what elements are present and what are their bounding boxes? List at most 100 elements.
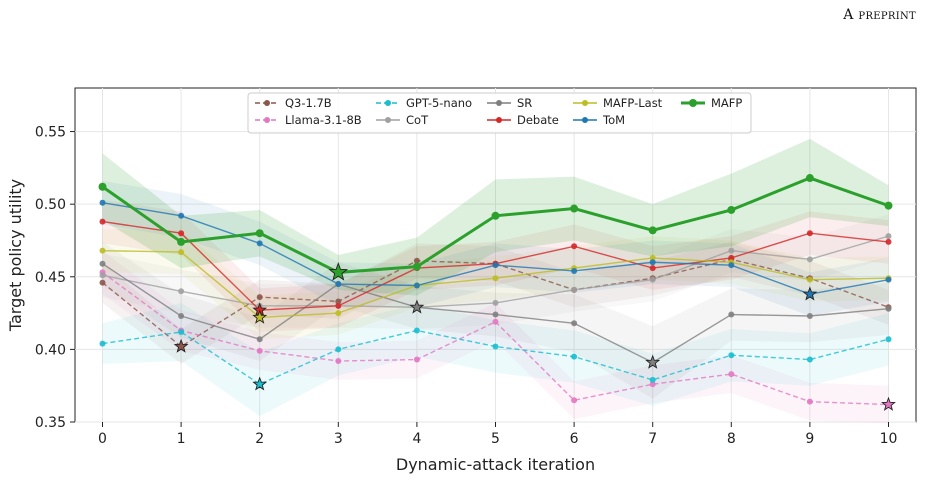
x-axis-ticks: 0 1 2 3 4 5 6 7 8 9 10 <box>98 422 897 447</box>
point-q3-1-7b <box>335 298 342 305</box>
legend-label-cot: CoT <box>406 113 429 127</box>
legend-label-tom: ToM <box>602 113 625 127</box>
point-tom <box>885 276 892 283</box>
point-debate <box>728 254 735 261</box>
legend-marker-mafp-last <box>582 100 588 106</box>
point-llama-3-1-8b <box>571 397 578 404</box>
point-mafp <box>727 205 736 214</box>
point-sr <box>492 311 499 318</box>
point-mafp-last <box>649 254 656 261</box>
point-llama-3-1-8b <box>649 381 656 388</box>
legend-marker-tom <box>582 117 588 123</box>
legend-marker-llama-3-1-8b <box>264 117 270 123</box>
legend-marker-mafp <box>689 99 697 107</box>
point-gpt-5-nano <box>885 336 892 343</box>
point-tom <box>649 259 656 266</box>
point-cot <box>649 276 656 283</box>
point-gpt-5-nano <box>728 352 735 359</box>
point-tom <box>492 262 499 269</box>
y-tick-label: 0.45 <box>35 270 66 286</box>
point-cot <box>571 286 578 293</box>
y-axis-ticks: 0.35 0.40 0.45 0.50 0.55 <box>35 125 75 431</box>
x-tick-label: 9 <box>805 431 814 447</box>
star-mafp <box>328 262 349 281</box>
point-debate <box>806 230 813 237</box>
legend-marker-q3-1-7b <box>264 100 270 106</box>
star-gpt-5-nano <box>252 376 268 391</box>
point-mafp <box>884 201 893 210</box>
point-gpt-5-nano <box>99 340 106 347</box>
point-gpt-5-nano <box>571 353 578 360</box>
legend-marker-gpt-5-nano <box>385 100 391 106</box>
x-tick-label: 1 <box>177 431 186 447</box>
point-llama-3-1-8b <box>492 318 499 325</box>
band-llama-3-1-8b <box>102 250 889 424</box>
x-tick-label: 0 <box>98 431 107 447</box>
point-mafp <box>177 237 186 246</box>
band-cot <box>102 214 889 330</box>
point-mafp-last <box>806 276 813 283</box>
point-debate <box>335 302 342 309</box>
point-llama-3-1-8b <box>335 358 342 365</box>
legend-marker-sr <box>496 100 502 106</box>
point-mafp-last <box>99 247 106 254</box>
star-sr <box>645 354 661 369</box>
y-tick-label: 0.35 <box>35 415 66 431</box>
star-llama-3-1-8b <box>881 396 896 411</box>
point-sr <box>728 311 735 318</box>
y-tick-label: 0.40 <box>35 342 66 358</box>
point-gpt-5-nano <box>178 328 185 335</box>
point-tom <box>571 267 578 274</box>
point-llama-3-1-8b <box>256 347 263 354</box>
point-llama-3-1-8b <box>806 398 813 405</box>
star-markers <box>173 262 896 411</box>
point-sr <box>571 320 578 327</box>
point-cot <box>806 256 813 263</box>
x-tick-label: 5 <box>491 431 500 447</box>
point-llama-3-1-8b <box>728 371 735 378</box>
point-tom <box>728 262 735 269</box>
legend-label-debate: Debate <box>517 113 559 127</box>
x-tick-label: 4 <box>412 431 421 447</box>
y-tick-label: 0.55 <box>35 125 66 141</box>
legend-box <box>247 92 752 134</box>
legend-marker-cot <box>385 117 391 123</box>
legend-label-sr: SR <box>517 96 532 110</box>
line-q3-1-7b <box>102 258 889 348</box>
y-axis-label: Target policy utility <box>6 179 25 332</box>
x-tick-label: 3 <box>334 431 343 447</box>
star-sr <box>409 299 425 314</box>
y-tick-label: 0.50 <box>35 197 66 213</box>
point-debate <box>885 238 892 245</box>
point-debate <box>649 265 656 272</box>
point-llama-3-1-8b <box>413 356 420 363</box>
point-mafp <box>570 204 579 213</box>
band-gpt-5-nano <box>102 302 889 417</box>
x-tick-label: 10 <box>880 431 898 447</box>
point-gpt-5-nano <box>649 376 656 383</box>
point-mafp <box>805 174 814 183</box>
point-cot <box>178 288 185 295</box>
point-mafp <box>98 182 107 191</box>
point-mafp <box>648 226 657 235</box>
x-tick-label: 7 <box>648 431 657 447</box>
point-gpt-5-nano <box>335 346 342 353</box>
line-llama-3-1-8b <box>102 271 889 406</box>
x-tick-label: 6 <box>570 431 579 447</box>
band-q3-1-7b <box>102 241 889 364</box>
point-sr <box>178 312 185 319</box>
point-tom <box>335 281 342 288</box>
point-q3-1-7b <box>99 279 106 286</box>
point-cot <box>99 272 106 279</box>
legend-label-mafp-last: MAFP-Last <box>603 96 663 110</box>
star-mafp-last <box>252 309 268 324</box>
band-tom <box>102 180 889 316</box>
x-tick-label: 2 <box>255 431 264 447</box>
point-sr <box>885 305 892 312</box>
page-header: A preprint <box>843 7 916 23</box>
point-sr <box>256 336 263 343</box>
star-q3-1-7b <box>173 338 189 353</box>
point-gpt-5-nano <box>413 327 420 334</box>
point-cot <box>728 247 735 254</box>
